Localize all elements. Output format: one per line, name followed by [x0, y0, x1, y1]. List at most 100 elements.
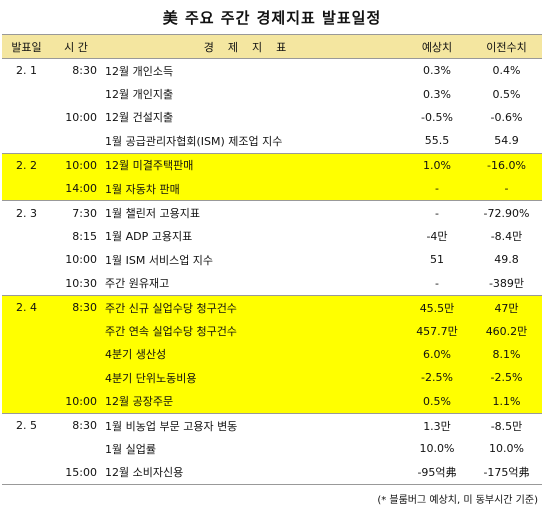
cell-date [2, 366, 51, 390]
cell-expected: 45.5만 [403, 294, 471, 320]
cell-time: 7:30 [51, 200, 101, 225]
cell-expected: - [403, 200, 471, 225]
cell-date: 2. 4 [2, 294, 51, 320]
table-row: 10:00 12월 건설지출 -0.5% -0.6% [2, 106, 542, 129]
cell-expected: 0.3% [423, 87, 451, 101]
table-row: 10:30 주간 원유재고 - -389만 [2, 272, 542, 296]
cell-time: 10:30 [65, 276, 97, 290]
cell-date [2, 176, 51, 201]
cell-expected: -95억弗 [403, 460, 471, 486]
cell-previous: -0.6% [490, 110, 523, 124]
cell-indicator: 4분기 단위노동비용 [101, 366, 403, 390]
cell-expected: -2.5% [403, 366, 471, 390]
cell-time [51, 342, 101, 367]
cell-previous: -72.90% [471, 200, 542, 225]
cell-date [2, 129, 51, 153]
cell-date [2, 342, 51, 367]
cell-expected: 1.0% [403, 152, 471, 177]
cell-previous: 1.1% [471, 389, 542, 414]
cell-date: 2. 5 [2, 412, 51, 438]
cell-indicator: 1월 챌린저 고용지표 [101, 200, 403, 225]
page-title: 美 주요 주간 경제지표 발표일정 [162, 8, 382, 27]
cell-indicator: 12월 개인소득 [105, 64, 174, 78]
cell-time: 10:00 [51, 152, 101, 177]
cell-time: 15:00 [51, 460, 101, 486]
table-row: 4분기 단위노동비용 -2.5% -2.5% [2, 366, 542, 390]
table-row: 14:00 1월 자동차 판매 - - [2, 176, 542, 201]
table-header-row: 발표일 시 간 경제지표 예상치 이전수치 [2, 34, 542, 59]
cell-date [2, 248, 51, 271]
table-row: 2. 3 7:30 1월 챌린저 고용지표 - -72.90% [2, 200, 542, 225]
cell-indicator: 12월 건설지출 [105, 111, 174, 125]
cell-time: 14:00 [51, 176, 101, 201]
cell-date [2, 272, 51, 296]
cell-time [51, 129, 101, 153]
cell-previous: 0.5% [492, 87, 521, 101]
cell-expected: - [435, 276, 439, 290]
footnote: (* 블룸버그 예상치, 미 동부시간 기준) [377, 495, 538, 506]
cell-time [51, 319, 101, 343]
cell-indicator: 주간 신규 실업수당 청구건수 [101, 294, 403, 320]
cell-time: 8:30 [51, 412, 101, 438]
header-time: 시 간 [51, 34, 101, 59]
table-row: 주간 연속 실업수당 청구건수 457.7만 460.2만 [2, 319, 542, 343]
header-date: 발표일 [2, 34, 51, 59]
cell-expected: 6.0% [403, 342, 471, 367]
cell-date: 2. 3 [2, 200, 51, 225]
cell-previous: -8.4만 [490, 230, 523, 244]
header-expected: 예상치 [403, 34, 471, 59]
cell-time: 8:30 [51, 294, 101, 320]
cell-expected: 55.5 [424, 134, 450, 148]
cell-indicator: 1월 ISM 서비스업 지수 [105, 253, 214, 267]
table-row: 1월 공급관리자협회(ISM) 제조업 지수 55.5 54.9 [2, 129, 542, 153]
cell-expected: -0.5% [421, 110, 453, 124]
table-row: 4분기 생산성 6.0% 8.1% [2, 342, 542, 367]
cell-time [51, 82, 101, 105]
cell-expected: 10.0% [419, 442, 455, 456]
table-row: 15:00 12월 소비자신용 -95억弗 -175억弗 [2, 460, 542, 486]
cell-previous: 47만 [471, 294, 542, 320]
cell-indicator: 12월 개인지출 [105, 88, 174, 102]
cell-expected: 1.3만 [403, 412, 471, 438]
cell-time: 8:15 [72, 229, 97, 243]
cell-previous: - [471, 176, 542, 201]
cell-previous: -16.0% [471, 152, 542, 177]
cell-expected: 0.5% [403, 389, 471, 414]
table-row: 2. 1 8:30 12월 개인소득 0.3% 0.4% [2, 59, 542, 83]
cell-date [2, 437, 51, 460]
cell-previous: -2.5% [471, 366, 542, 390]
cell-indicator: 1월 비농업 부문 고용자 변동 [101, 412, 403, 438]
cell-expected: 51 [430, 253, 444, 267]
table-row: 12월 개인지출 0.3% 0.5% [2, 82, 542, 105]
cell-time [51, 366, 101, 390]
cell-indicator: 주간 원유재고 [105, 277, 170, 291]
cell-date [2, 82, 51, 105]
cell-date [2, 319, 51, 343]
cell-time: 10:00 [65, 253, 97, 267]
cell-indicator: 1월 공급관리자협회(ISM) 제조업 지수 [105, 134, 283, 148]
cell-expected: 457.7만 [403, 319, 471, 343]
table-row: 8:15 1월 ADP 고용지표 -4만 -8.4만 [2, 225, 542, 248]
header-previous: 이전수치 [471, 34, 542, 59]
cell-date: 2. 2 [2, 152, 51, 177]
table-row: 2. 5 8:30 1월 비농업 부문 고용자 변동 1.3만 -8.5만 [2, 412, 542, 438]
cell-previous: -175억弗 [471, 460, 542, 486]
cell-date: 2. 1 [16, 64, 37, 78]
cell-previous: -8.5만 [471, 412, 542, 438]
cell-previous: 54.9 [494, 134, 519, 148]
table-row: 10:00 1월 ISM 서비스업 지수 51 49.8 [2, 248, 542, 271]
table-row: 1월 실업률 10.0% 10.0% [2, 437, 542, 460]
cell-indicator: 주간 연속 실업수당 청구건수 [101, 319, 403, 343]
cell-time: 8:30 [72, 64, 97, 78]
cell-previous: 49.8 [494, 253, 519, 267]
cell-previous: 10.0% [489, 442, 524, 456]
table-row: 2. 4 8:30 주간 신규 실업수당 청구건수 45.5만 47만 [2, 294, 542, 320]
cell-indicator: 12월 소비자신용 [101, 460, 403, 486]
cell-expected: -4만 [426, 230, 448, 244]
economic-calendar-table: 발표일 시 간 경제지표 예상치 이전수치 2. 1 8:30 12월 개인소득 0.… [2, 34, 542, 486]
cell-indicator: 12월 미결주택판매 [101, 152, 403, 177]
cell-expected: - [403, 176, 471, 201]
cell-previous: 460.2만 [471, 319, 542, 343]
table-row: 2. 2 10:00 12월 미결주택판매 1.0% -16.0% [2, 152, 542, 177]
cell-time [51, 437, 101, 460]
